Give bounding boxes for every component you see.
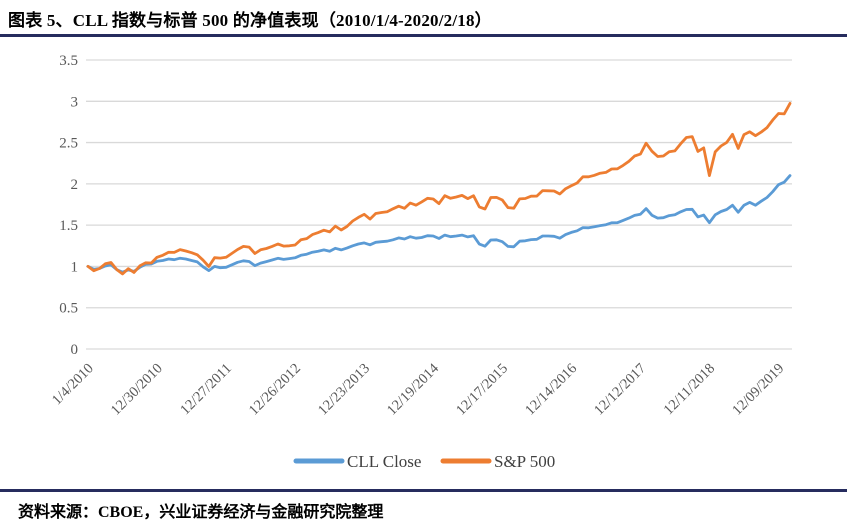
- x-axis-tick-label: 12/30/2010: [108, 361, 166, 419]
- chart-title: 图表 5、CLL 指数与标普 500 的净值表现（2010/1/4-2020/2…: [8, 11, 492, 30]
- x-axis-tick-label: 12/09/2019: [729, 361, 787, 419]
- x-axis-tick-label: 12/19/2014: [384, 360, 443, 419]
- y-axis-tick-label: 3.5: [59, 53, 78, 69]
- x-axis-tick-label: 12/12/2017: [591, 361, 649, 419]
- title-underline-rule: [0, 34, 847, 37]
- y-axis-tick-label: 0: [71, 342, 79, 358]
- series-line-sp500: [86, 102, 792, 276]
- x-axis-tick-label: 12/27/2011: [177, 361, 235, 419]
- y-axis-tick-label: 2: [71, 177, 79, 193]
- x-axis-tick-label: 12/17/2015: [453, 361, 511, 419]
- series-line-cll: [86, 174, 792, 274]
- x-axis-tick-label: 12/23/2013: [315, 361, 373, 419]
- x-axis-tick-label: 12/11/2018: [661, 361, 719, 419]
- x-axis-tick-label: 1/4/2010: [49, 361, 97, 409]
- legend-label-cll: CLL Close: [347, 452, 421, 471]
- footer-rule: [0, 489, 847, 492]
- y-axis-tick-label: 1.5: [59, 218, 78, 234]
- source-note: 资料来源：CBOE，兴业证券经济与金融研究院整理: [18, 504, 384, 521]
- x-axis-tick-label: 12/26/2012: [246, 361, 304, 419]
- y-axis-tick-label: 3: [71, 94, 79, 110]
- x-axis-tick-label: 12/14/2016: [522, 361, 580, 419]
- y-axis-tick-label: 1: [71, 259, 79, 275]
- line-chart: 0 0.5 1 1.5 2 2.5 3 3.5 1/4/2010 12/30/2010 12/27/…: [49, 53, 792, 471]
- legend-label-sp500: S&P 500: [494, 452, 555, 471]
- y-axis-tick-label: 0.5: [59, 301, 78, 317]
- y-axis-tick-label: 2.5: [59, 136, 78, 152]
